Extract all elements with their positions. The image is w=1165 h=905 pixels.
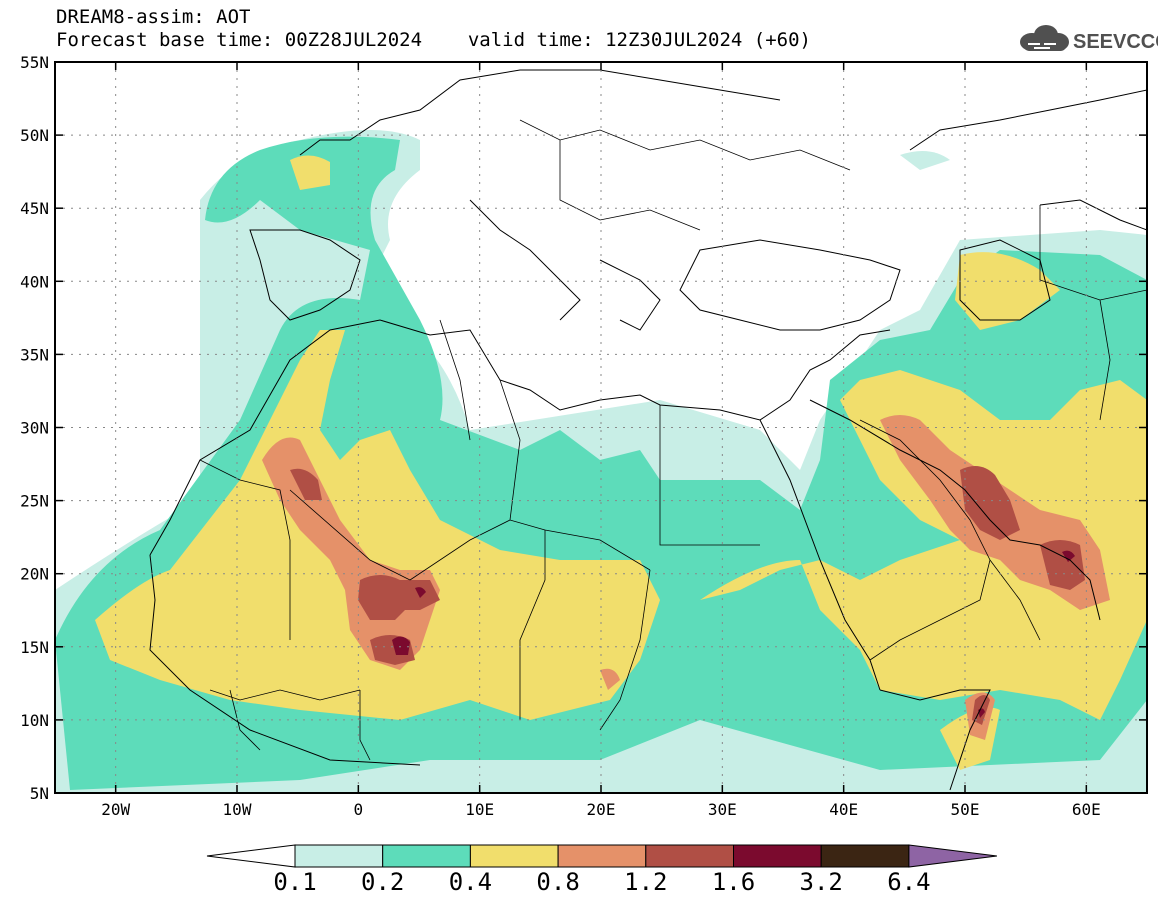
colorbar-label: 0.1 xyxy=(273,868,317,896)
lon-labels: 20W 10W 0 10E 20E 30E 40E 50E 60E xyxy=(101,800,1101,819)
lat-label: 55N xyxy=(20,53,49,72)
map-title: DREAM8-assim: AOT xyxy=(56,6,251,28)
lon-label: 20W xyxy=(101,800,130,819)
aot-level-1.6 xyxy=(392,550,1075,718)
coastlines xyxy=(149,69,1148,791)
lat-labels: 55N 50N 45N 40N 35N 30N 25N 20N 15N 10N 5N xyxy=(20,53,49,803)
lon-label: 0 xyxy=(354,800,364,819)
lon-label: 10W xyxy=(223,800,252,819)
lon-label: 10E xyxy=(465,800,494,819)
colorbar-label: 6.4 xyxy=(887,868,931,896)
lon-label: 50E xyxy=(951,800,980,819)
colorbar-swatch xyxy=(820,844,910,868)
colorbar-label: 3.2 xyxy=(799,868,843,896)
time-info: Forecast base time: 00Z28JUL2024 valid t… xyxy=(56,29,811,51)
aot-level-0.4 xyxy=(95,155,1147,770)
axis-ticks xyxy=(55,61,1147,794)
valid-time-label: valid time: 12Z30JUL2024 (+60) xyxy=(467,29,811,51)
colorbar-label: 0.8 xyxy=(536,868,580,896)
colorbar-swatch xyxy=(294,844,384,868)
colorbar-label: 1.2 xyxy=(624,868,668,896)
colorbar-labels: 0.1 0.2 0.4 0.8 1.2 1.6 3.2 6.4 xyxy=(0,868,1165,898)
colorbar xyxy=(206,844,997,868)
lon-label: 30E xyxy=(708,800,737,819)
lat-label: 45N xyxy=(20,199,49,218)
colorbar-swatch xyxy=(382,844,471,868)
logo-text: SEEVCCC xyxy=(1073,31,1158,53)
grid-lines xyxy=(55,62,1147,793)
colorbar-over-arrow xyxy=(908,844,997,868)
lat-label: 50N xyxy=(20,126,49,145)
base-time-label: Forecast base time: 00Z28JUL2024 xyxy=(56,29,423,51)
colorbar-label: 1.6 xyxy=(711,868,756,896)
lat-label: 35N xyxy=(20,345,49,364)
lat-label: 10N xyxy=(20,711,49,730)
lat-label: 40N xyxy=(20,272,49,291)
colorbar-swatch xyxy=(557,844,647,868)
lon-label: 60E xyxy=(1072,800,1101,819)
colorbar-swatch xyxy=(469,844,559,868)
lon-label: 20E xyxy=(587,800,616,819)
aot-fields xyxy=(55,130,1147,793)
lon-label: 40E xyxy=(829,800,858,819)
lat-label: 25N xyxy=(20,492,49,511)
colorbar-label: 0.2 xyxy=(361,868,405,896)
seevccc-logo: SEEVCCC xyxy=(1020,25,1158,53)
colorbar-label: 0.4 xyxy=(448,868,493,896)
lat-label: 15N xyxy=(20,638,49,657)
lat-label: 5N xyxy=(30,784,49,803)
colorbar-swatch xyxy=(645,844,734,868)
colorbar-swatch xyxy=(733,844,822,868)
lat-label: 20N xyxy=(20,565,49,584)
borders xyxy=(199,119,1148,761)
lat-label: 30N xyxy=(20,419,49,438)
colorbar-under-arrow xyxy=(206,844,296,868)
